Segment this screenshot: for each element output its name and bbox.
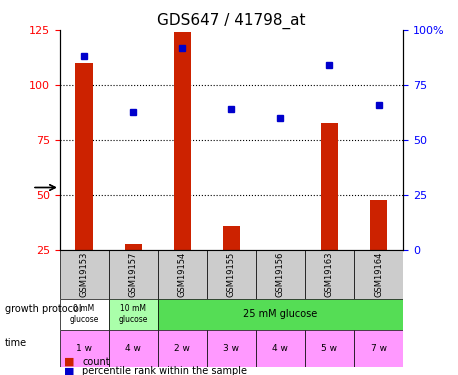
FancyBboxPatch shape xyxy=(158,298,403,330)
Text: 2 w: 2 w xyxy=(174,344,190,353)
Text: 7 w: 7 w xyxy=(371,344,387,353)
Text: percentile rank within the sample: percentile rank within the sample xyxy=(82,366,247,375)
FancyBboxPatch shape xyxy=(207,251,256,298)
FancyBboxPatch shape xyxy=(305,251,354,298)
Text: 1 w: 1 w xyxy=(76,344,92,353)
Title: GDS647 / 41798_at: GDS647 / 41798_at xyxy=(157,12,305,28)
Text: 10 mM
glucose: 10 mM glucose xyxy=(119,304,148,324)
FancyBboxPatch shape xyxy=(354,251,403,298)
Text: 4 w: 4 w xyxy=(273,344,288,353)
Bar xyxy=(76,63,93,306)
Bar xyxy=(321,123,338,306)
FancyBboxPatch shape xyxy=(256,330,305,368)
FancyBboxPatch shape xyxy=(60,330,109,368)
FancyBboxPatch shape xyxy=(60,298,109,330)
Text: GSM19157: GSM19157 xyxy=(129,252,138,297)
Text: time: time xyxy=(5,338,27,348)
FancyBboxPatch shape xyxy=(109,251,158,298)
FancyBboxPatch shape xyxy=(109,330,158,368)
Text: growth protocol: growth protocol xyxy=(5,304,81,314)
Bar xyxy=(370,200,387,306)
Bar xyxy=(223,226,240,306)
Text: GSM19156: GSM19156 xyxy=(276,252,285,297)
Text: ■: ■ xyxy=(64,366,75,375)
FancyBboxPatch shape xyxy=(158,330,207,368)
FancyBboxPatch shape xyxy=(109,298,158,330)
Bar xyxy=(272,299,289,306)
Text: GSM19164: GSM19164 xyxy=(374,252,383,297)
Text: 4 w: 4 w xyxy=(125,344,141,353)
Bar xyxy=(125,244,142,306)
Text: GSM19153: GSM19153 xyxy=(80,252,88,297)
Text: 5 w: 5 w xyxy=(322,344,338,353)
Text: GSM19155: GSM19155 xyxy=(227,252,236,297)
FancyBboxPatch shape xyxy=(207,330,256,368)
Bar xyxy=(174,32,191,306)
Text: ■: ■ xyxy=(64,357,75,367)
FancyBboxPatch shape xyxy=(305,330,354,368)
FancyBboxPatch shape xyxy=(256,251,305,298)
Text: 3 w: 3 w xyxy=(224,344,239,353)
Text: GSM19163: GSM19163 xyxy=(325,252,334,297)
FancyBboxPatch shape xyxy=(158,251,207,298)
Text: GSM19154: GSM19154 xyxy=(178,252,187,297)
FancyBboxPatch shape xyxy=(60,251,109,298)
FancyBboxPatch shape xyxy=(354,330,403,368)
Text: count: count xyxy=(82,357,110,367)
Text: 0 mM
glucose: 0 mM glucose xyxy=(70,304,99,324)
Text: 25 mM glucose: 25 mM glucose xyxy=(243,309,317,319)
